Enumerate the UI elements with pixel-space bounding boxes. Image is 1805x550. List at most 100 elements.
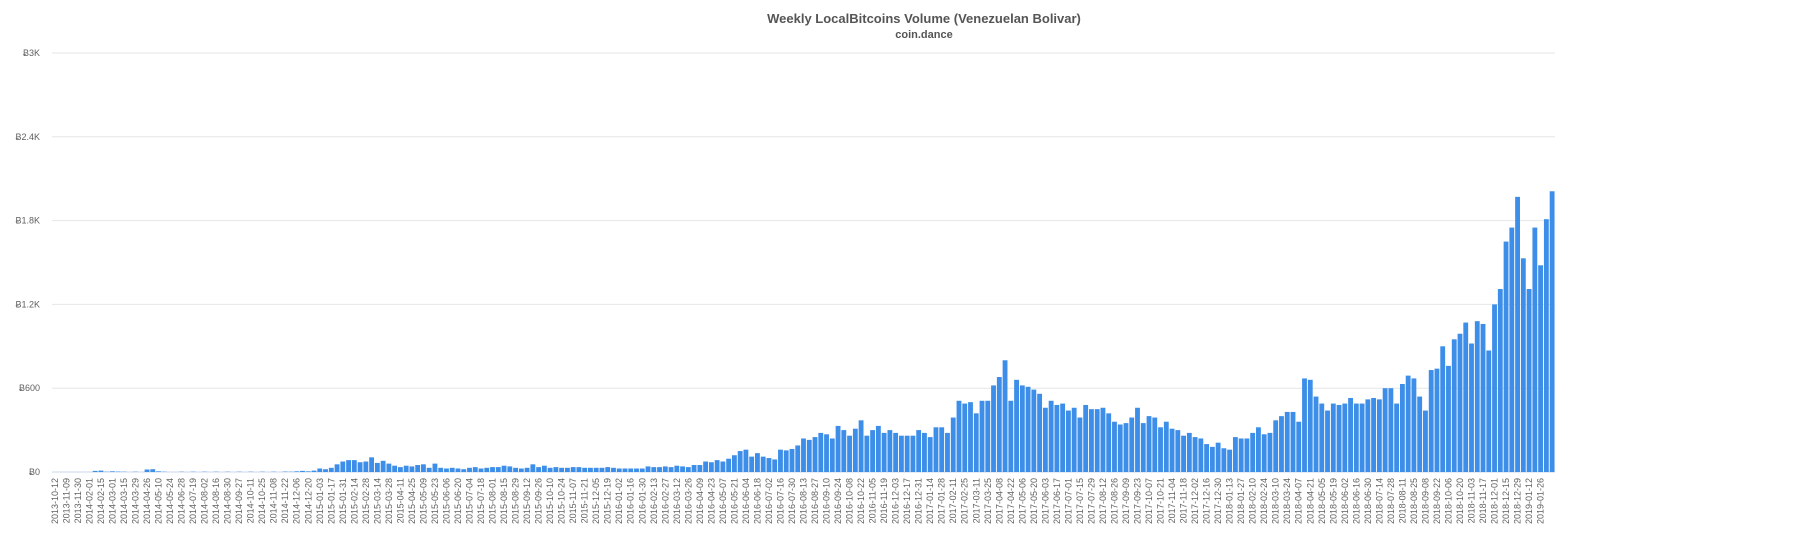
bar	[582, 467, 588, 472]
bar	[1083, 404, 1089, 472]
bar	[1060, 403, 1066, 472]
bar	[1371, 397, 1377, 472]
bar	[1163, 421, 1169, 472]
bar	[1089, 409, 1094, 472]
bar	[1025, 386, 1031, 472]
bar	[1434, 368, 1440, 472]
x-tick-label: 2016-11-05	[868, 478, 878, 523]
bar	[1330, 403, 1336, 472]
x-tick-label: 2017-09-23	[1133, 478, 1143, 524]
bar	[1042, 407, 1048, 472]
x-tick-label: 2018-07-14	[1374, 478, 1384, 524]
bar	[1158, 427, 1163, 472]
bar	[392, 465, 398, 472]
bar	[956, 400, 962, 472]
bar	[403, 465, 409, 472]
bar	[351, 460, 357, 472]
bar	[996, 377, 1002, 472]
x-tick-label: 2016-07-16	[775, 478, 785, 524]
bar	[294, 471, 300, 472]
bar	[1250, 432, 1256, 472]
bar	[922, 432, 927, 472]
bar	[870, 430, 876, 472]
bar	[1348, 397, 1353, 472]
bar	[570, 467, 576, 472]
bar	[305, 471, 311, 472]
x-tick-label: 2016-09-10	[822, 478, 832, 524]
x-tick-label: 2015-08-01	[488, 478, 498, 524]
bar	[1244, 438, 1250, 472]
bar	[789, 448, 795, 472]
bar	[1135, 407, 1140, 472]
bar	[1359, 403, 1365, 472]
bar	[1423, 410, 1428, 472]
bar	[1192, 437, 1198, 472]
x-tick-label: 2018-08-25	[1409, 478, 1419, 524]
bar	[599, 467, 605, 472]
x-tick-label: 2018-12-15	[1501, 478, 1511, 524]
bar	[616, 468, 622, 472]
bar	[1117, 424, 1123, 472]
bar	[904, 435, 910, 472]
bar	[1002, 360, 1008, 472]
bar	[1279, 416, 1284, 472]
bar	[1094, 409, 1100, 472]
x-tick-label: 2019-01-12	[1524, 478, 1534, 524]
bar	[478, 468, 484, 472]
bar	[484, 467, 490, 472]
x-tick-label: 2017-06-17	[1052, 478, 1062, 524]
bar	[1353, 403, 1359, 472]
bar	[1497, 289, 1503, 472]
bar	[311, 470, 317, 472]
bar	[334, 464, 340, 472]
x-tick-label: 2018-07-28	[1386, 478, 1396, 524]
x-tick-label: 2018-09-22	[1432, 478, 1442, 524]
bar	[743, 449, 749, 472]
bar	[576, 467, 582, 472]
bar	[1232, 437, 1238, 472]
x-tick-label: 2014-07-19	[188, 478, 198, 524]
bar	[778, 449, 783, 472]
x-tick-label: 2017-12-30	[1213, 478, 1223, 524]
x-tick-label: 2017-10-21	[1156, 478, 1166, 524]
bar	[674, 465, 680, 472]
bar	[1538, 265, 1544, 472]
bar	[1492, 304, 1497, 472]
x-tick-label: 2017-06-03	[1040, 478, 1050, 524]
x-tick-label: 2017-12-16	[1202, 478, 1212, 524]
x-tick-label: 2017-05-06	[1017, 478, 1027, 524]
x-tick-label: 2014-03-29	[131, 478, 141, 524]
bar	[685, 467, 691, 472]
bar	[1238, 438, 1244, 472]
bar	[1451, 339, 1457, 472]
bar	[513, 467, 518, 472]
bar	[697, 465, 703, 472]
x-tick-label: 2014-08-16	[211, 478, 221, 524]
x-tick-label: 2017-01-28	[937, 478, 947, 524]
bar	[939, 427, 945, 472]
bar	[156, 471, 161, 472]
bar	[760, 456, 766, 472]
x-tick-label: 2018-03-24	[1282, 478, 1292, 524]
bar	[300, 470, 305, 472]
bar	[1319, 403, 1325, 472]
bar	[1140, 423, 1146, 472]
x-tick-label: 2018-05-05	[1317, 478, 1327, 524]
bar	[144, 469, 150, 472]
bar	[1302, 378, 1307, 472]
bar	[1342, 403, 1348, 472]
bar	[714, 460, 720, 472]
bar	[783, 450, 789, 472]
x-tick-label: 2015-11-07	[568, 478, 578, 523]
x-tick-label: 2013-10-12	[50, 478, 60, 524]
x-tick-label: 2017-07-01	[1063, 478, 1073, 524]
x-tick-label: 2014-10-25	[257, 478, 267, 524]
bar	[317, 468, 323, 472]
bar	[812, 437, 818, 472]
bar	[1394, 403, 1400, 472]
bar	[1411, 378, 1417, 472]
bar	[1307, 379, 1313, 472]
x-tick-label: 2018-06-16	[1351, 478, 1361, 524]
bar	[1509, 227, 1515, 472]
x-tick-label: 2015-11-21	[580, 478, 590, 523]
